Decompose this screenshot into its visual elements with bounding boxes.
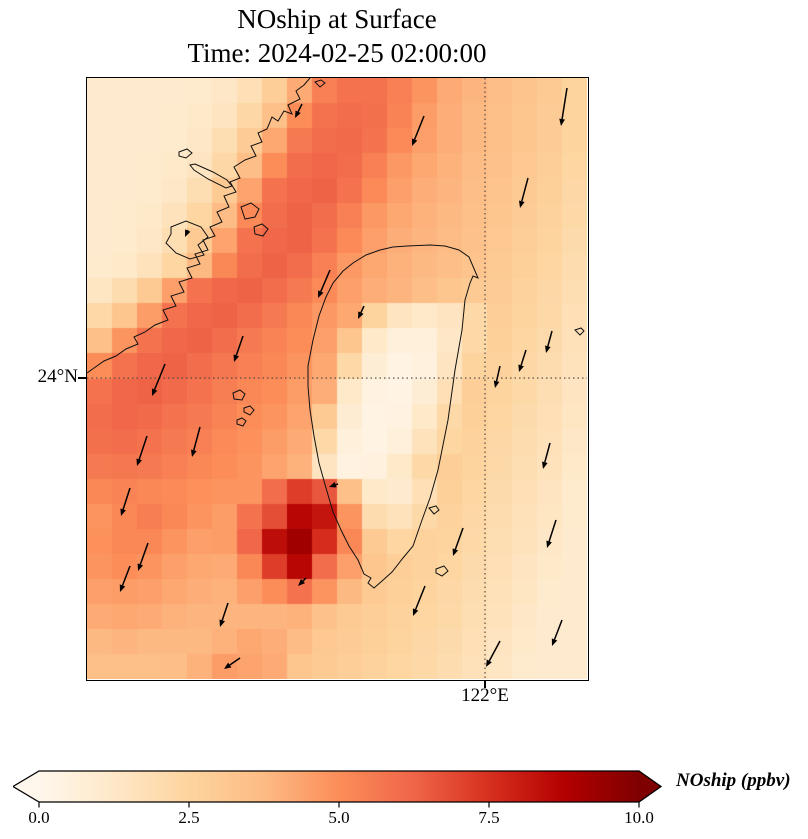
colorbar-tick-label: 10.0: [624, 808, 654, 827]
wind-arrow-shaft: [547, 330, 553, 347]
wind-arrow-shaft: [153, 363, 166, 390]
wind-arrow-head: [119, 584, 126, 592]
wind-arrow-head: [233, 354, 240, 362]
coastline-path: [574, 327, 585, 336]
wind-arrow-head: [219, 619, 225, 627]
wind-arrow-shaft: [414, 585, 426, 610]
wind-arrow-head: [559, 118, 565, 126]
wind-arrow-head: [120, 508, 126, 516]
wind-arrow-head: [519, 200, 525, 208]
colorbar: 0.0 2.5 5.0 7.5 10.0: [11, 766, 683, 827]
coastlines: [87, 78, 585, 589]
wind-arrow-head: [412, 608, 419, 616]
wind-arrow-head: [542, 461, 548, 469]
wind-arrow-head: [191, 449, 197, 457]
wind-arrow-head: [358, 311, 364, 319]
wind-arrow-shaft: [553, 619, 563, 640]
colorbar-tick-label: 0.0: [28, 808, 50, 827]
wind-arrow-shaft: [520, 349, 527, 366]
wind-arrow-head: [486, 659, 492, 667]
coastline-path: [240, 202, 260, 220]
colorbar-svg: [11, 770, 663, 808]
coastline-path: [232, 389, 246, 401]
wind-arrow-shaft: [454, 527, 464, 550]
wind-arrow-head: [329, 482, 337, 488]
wind-arrow-shaft: [297, 103, 303, 113]
wind-arrow-shaft: [360, 305, 365, 313]
y-axis-tick-label: 24°N: [37, 366, 78, 387]
colorbar-tick-label: 7.5: [478, 808, 500, 827]
wind-arrow-shaft: [488, 640, 501, 662]
x-axis-tickmark: [484, 680, 486, 688]
colorbar-extend-left-arrow: [13, 771, 39, 802]
wind-arrow-shaft: [138, 435, 148, 460]
coastline-path: [87, 78, 311, 374]
wind-arrow-head: [224, 662, 232, 669]
wind-arrow-head: [136, 458, 142, 466]
coastline-path: [178, 148, 193, 159]
x-axis-tick-label: 122°E: [461, 685, 509, 706]
coastline-path: [236, 417, 247, 427]
wind-arrow-shaft: [139, 542, 149, 565]
lat-lon-gridlines: [87, 78, 587, 679]
colorbar-tick-label: 2.5: [178, 808, 200, 827]
map-axes: [86, 77, 589, 681]
wind-arrow-shaft: [544, 442, 551, 463]
colorbar-gradient-body: [39, 771, 639, 802]
coastline-path: [243, 405, 255, 416]
wind-arrow-head: [545, 345, 551, 353]
wind-arrow-shaft: [413, 115, 425, 140]
wind-arrow-head: [546, 540, 552, 548]
wind-arrow-shaft: [221, 602, 229, 621]
plot-title-line2: Time: 2024-02-25 02:00:00: [187, 38, 487, 68]
wind-arrow-shaft: [521, 177, 529, 202]
wind-arrow-shaft: [229, 657, 241, 666]
plot-title: NOship at Surface Time: 2024-02-25 02:00…: [87, 2, 587, 70]
wind-arrow-head: [493, 380, 500, 388]
map-overlay-svg: [87, 78, 587, 679]
coastline-path: [189, 163, 233, 189]
wind-arrow-head: [411, 138, 418, 146]
wind-arrow-shaft: [548, 519, 557, 542]
wind-arrow-shaft: [302, 577, 307, 582]
wind-arrow-shaft: [561, 87, 568, 120]
coastline-path: [253, 223, 269, 237]
coastline-path: [307, 244, 479, 589]
wind-arrow-head: [318, 290, 324, 298]
wind-arrow-head: [151, 388, 158, 396]
wind-arrow-shaft: [121, 565, 131, 586]
wind-arrow-shaft: [193, 426, 201, 451]
wind-arrow-shaft: [122, 487, 131, 510]
coastline-path: [314, 79, 326, 88]
heatmap-canvas: [87, 78, 587, 679]
wind-arrow-shaft: [495, 365, 501, 382]
wind-arrow-head: [298, 578, 306, 586]
coastline-path: [165, 220, 209, 260]
wind-arrow-head: [518, 364, 524, 372]
wind-arrow-head: [295, 110, 301, 118]
colorbar-ticks: [38, 802, 640, 808]
wind-arrow-shaft: [320, 269, 331, 292]
wind-arrow-shaft: [235, 335, 244, 356]
coastline-path: [428, 505, 440, 515]
wind-arrow-head: [185, 229, 191, 237]
wind-arrow-shaft: [335, 483, 339, 486]
colorbar-extend-right-arrow: [639, 771, 661, 802]
colorbar-title: NOship (ppbv): [676, 770, 791, 791]
wind-arrow-head: [551, 638, 558, 646]
y-axis-tickmark: [78, 377, 86, 379]
colorbar-tick-label: 5.0: [328, 808, 350, 827]
wind-quiver: [119, 87, 568, 669]
wind-arrow-head: [137, 563, 144, 571]
wind-arrow-head: [452, 548, 459, 556]
coastline-path: [435, 565, 449, 577]
plot-title-line1: NOship at Surface: [237, 4, 437, 34]
